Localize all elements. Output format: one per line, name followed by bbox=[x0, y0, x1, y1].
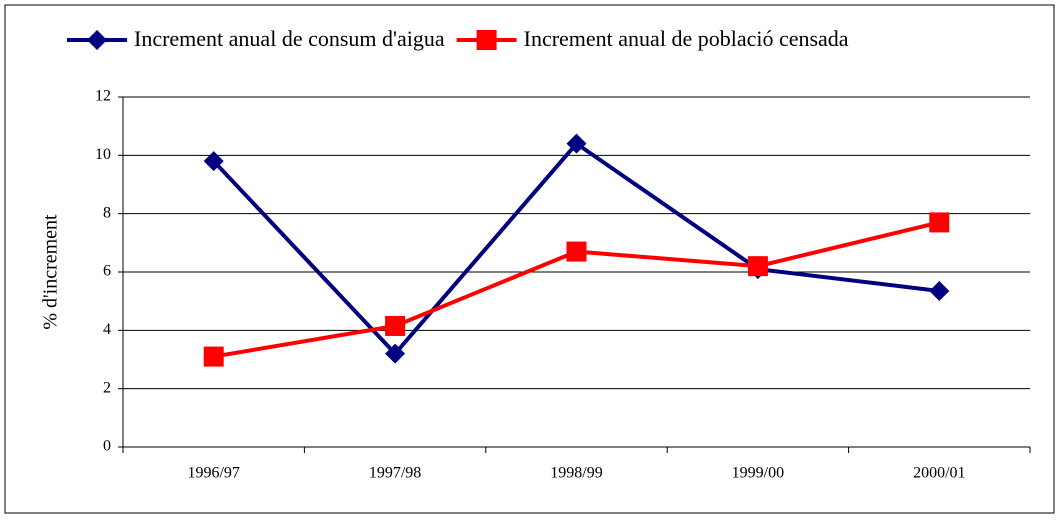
marker bbox=[929, 280, 950, 301]
marker bbox=[203, 346, 224, 367]
y-tick-label: 10 bbox=[95, 146, 111, 163]
marker bbox=[203, 151, 224, 172]
x-tick-label: 1999/00 bbox=[732, 465, 784, 482]
x-tick-label: 1996/97 bbox=[187, 465, 239, 482]
y-tick-label: 6 bbox=[103, 263, 111, 280]
chart-border bbox=[4, 4, 1055, 514]
y-tick-label: 2 bbox=[103, 379, 111, 396]
y-tick-label: 4 bbox=[103, 321, 111, 338]
marker bbox=[385, 343, 406, 364]
y-axis-label: % d'increment bbox=[40, 214, 62, 330]
legend-label: Increment anual de consum d'aigua bbox=[134, 26, 445, 51]
y-tick-label: 8 bbox=[103, 204, 111, 221]
marker bbox=[566, 241, 587, 262]
y-tick-label: 0 bbox=[103, 438, 111, 455]
marker bbox=[566, 133, 587, 154]
legend-marker bbox=[87, 30, 107, 50]
marker bbox=[747, 256, 768, 277]
legend-label: Increment anual de població censada bbox=[524, 26, 849, 51]
x-tick-label: 2000/01 bbox=[913, 465, 965, 482]
x-tick-label: 1997/98 bbox=[369, 465, 421, 482]
y-tick-label: 12 bbox=[95, 88, 111, 105]
legend-marker bbox=[476, 30, 497, 50]
marker bbox=[385, 315, 406, 336]
marker bbox=[929, 212, 950, 233]
legend: Increment anual de consum d'aigua Increme… bbox=[67, 26, 849, 51]
x-tick-label: 1998/99 bbox=[550, 465, 602, 482]
